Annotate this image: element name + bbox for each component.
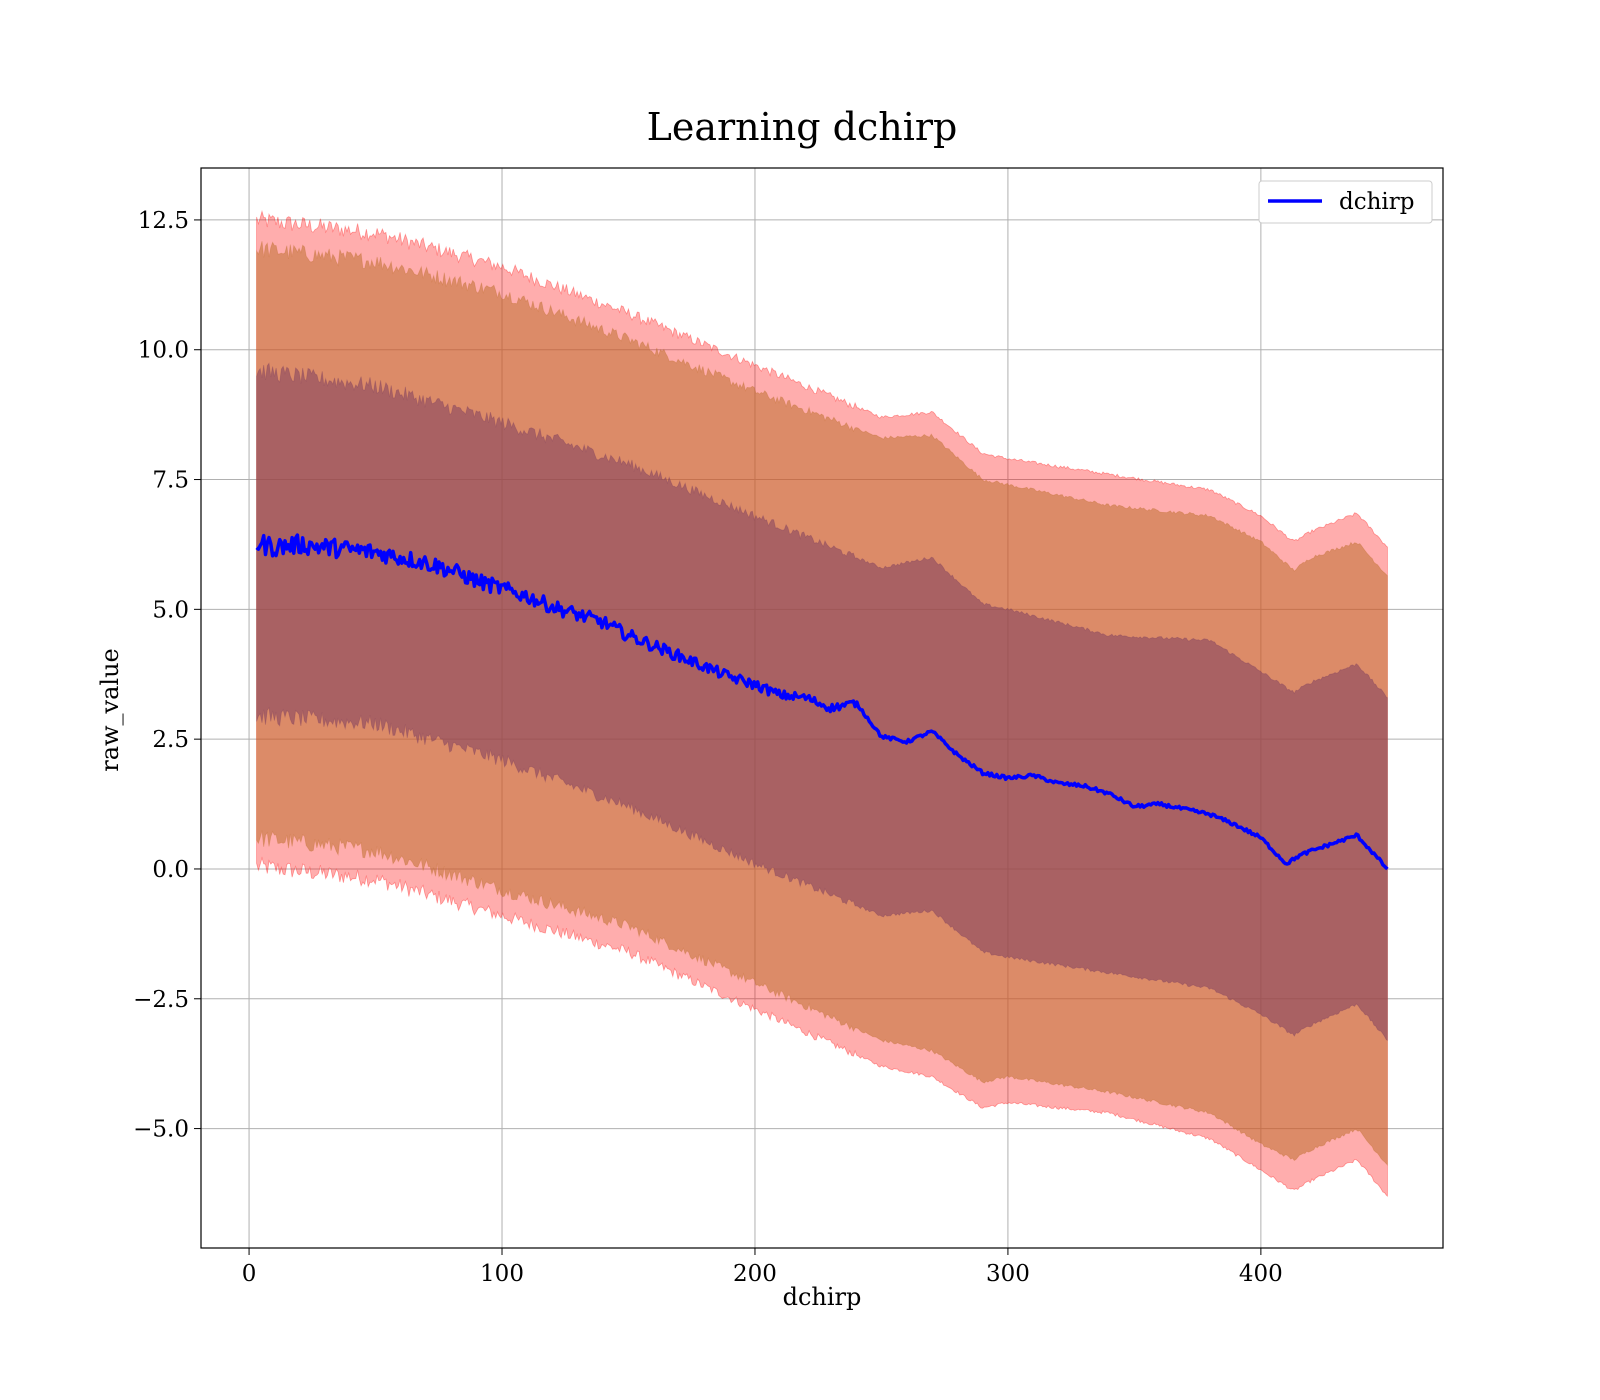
x-tick-label: 100 bbox=[480, 1261, 524, 1287]
plot-area-border bbox=[200, 167, 1444, 1249]
x-tick-label: 200 bbox=[733, 1261, 777, 1287]
legend: dchirp bbox=[1258, 180, 1433, 224]
y-tick-label: 2.5 bbox=[152, 727, 189, 753]
x-tick-label: 0 bbox=[242, 1261, 257, 1287]
y-axis-label: raw_value bbox=[96, 648, 124, 772]
x-tick-label: 400 bbox=[1239, 1261, 1283, 1287]
y-tick-label: 10.0 bbox=[138, 338, 189, 364]
legend-box bbox=[1258, 180, 1433, 224]
y-tick-label: −5.0 bbox=[133, 1117, 189, 1143]
y-tick-label: 5.0 bbox=[152, 597, 189, 623]
y-tick-label: 12.5 bbox=[138, 208, 189, 234]
series-lines bbox=[255, 533, 1389, 871]
series-line-dchirp bbox=[255, 533, 1389, 871]
legend-label-dchirp: dchirp bbox=[1339, 189, 1415, 215]
axis-ticks: 0 100 200 300 400 −5.0 −2.5 0.0 2.5 5.0 7.5 10.0 12.… bbox=[133, 208, 1283, 1287]
x-axis-label: dchirp bbox=[783, 1283, 862, 1311]
band-inner bbox=[256, 362, 1388, 1041]
chart-title: Learning dchirp bbox=[647, 105, 958, 149]
y-tick-label: −2.5 bbox=[133, 987, 189, 1013]
y-tick-label: 0.0 bbox=[152, 857, 189, 883]
x-tick-label: 300 bbox=[986, 1261, 1030, 1287]
y-tick-label: 7.5 bbox=[152, 468, 189, 494]
